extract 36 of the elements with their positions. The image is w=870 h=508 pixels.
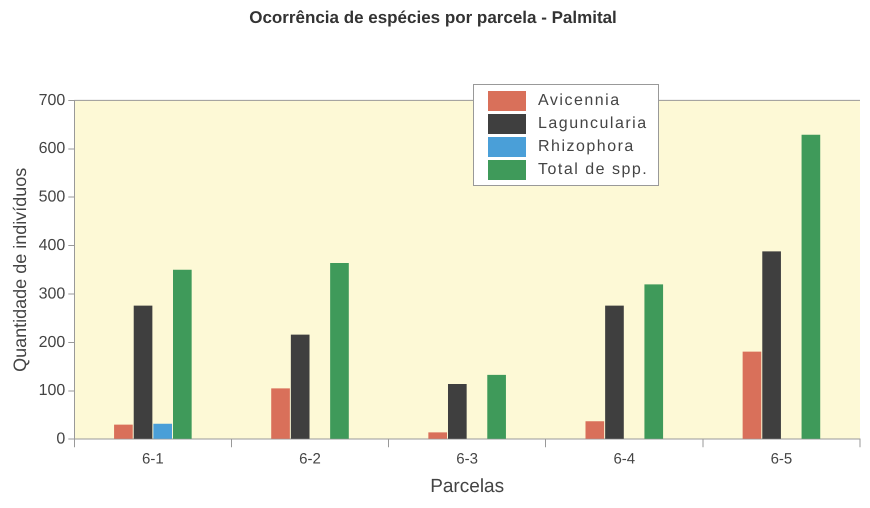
y-tick-label: 500 [38, 188, 66, 206]
bar [762, 251, 781, 439]
y-tick-label: 700 [38, 92, 66, 109]
x-tick-label: 6-1 [142, 450, 164, 468]
x-tick-label: 6-3 [456, 450, 478, 468]
y-tick-label: 300 [38, 285, 66, 302]
bar [290, 334, 310, 439]
legend-label: Total de spp. [538, 160, 648, 178]
x-tick-label: 6-2 [299, 450, 321, 468]
bar [448, 384, 467, 439]
bar [114, 424, 133, 439]
bar [428, 432, 448, 439]
y-tick-label: 600 [38, 140, 66, 158]
bar [742, 352, 762, 439]
legend-label: Rhizophora [538, 138, 635, 156]
bar [153, 424, 172, 439]
bar [134, 306, 152, 439]
bar [644, 284, 664, 439]
bar [271, 388, 290, 439]
y-tick-label: 100 [38, 382, 66, 400]
y-axis-title: Quantidade de indivíduos [10, 168, 30, 372]
bar [802, 134, 820, 439]
bar [605, 306, 624, 439]
bar [585, 421, 604, 439]
y-tick-label: 400 [38, 237, 66, 254]
x-tick-label: 6-4 [613, 450, 636, 468]
legend-label: Laguncularia [538, 114, 648, 132]
bar [330, 263, 349, 439]
bar [487, 374, 506, 439]
chart-title: Ocorrência de espécies por parcela - Palmital [249, 8, 617, 27]
legend-label: Avicennia [538, 92, 621, 110]
bar [173, 270, 192, 439]
x-axis-title: Parcelas [430, 476, 504, 497]
x-tick-label: 6-5 [770, 450, 792, 468]
y-tick-label: 200 [38, 334, 66, 351]
y-tick-label: 0 [56, 430, 66, 448]
